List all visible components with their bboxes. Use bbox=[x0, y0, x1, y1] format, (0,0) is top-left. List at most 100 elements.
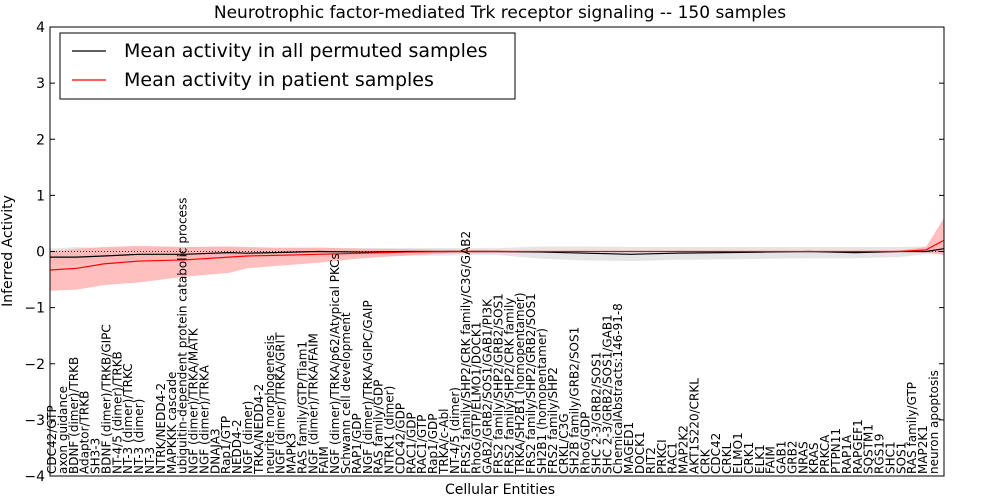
legend-box bbox=[59, 32, 516, 100]
entity-label: NGF (dimer) bbox=[241, 401, 255, 474]
entity-label: RhoG/GTP/ELMO1/DOCK1 bbox=[470, 322, 484, 474]
entity-label: ChemicalAbstracts:146-91-8 bbox=[611, 303, 625, 474]
legend-label-permuted: Mean activity in all permuted samples bbox=[124, 40, 487, 62]
y-tick-label: 2 bbox=[36, 132, 45, 148]
entity-label: NT-3 (dimer)/TRKC bbox=[121, 363, 135, 474]
entity-label: neurite morphogenesis bbox=[263, 335, 277, 474]
y-tick-label: 4 bbox=[36, 20, 45, 36]
entity-label: RhoG/GDP bbox=[579, 412, 593, 474]
entity-label: RAPGEF1 bbox=[851, 419, 865, 474]
entity-label: MAP2K2 bbox=[677, 425, 691, 474]
entity-label: RAC1/GTP bbox=[415, 415, 429, 474]
y-tick-label: 3 bbox=[36, 76, 45, 92]
entity-label: NT-3 bbox=[143, 447, 157, 474]
entity-label: GAB2/GRB2/SOS1/GAB1/PI3K bbox=[481, 298, 495, 474]
entity-label: PTPN11 bbox=[829, 428, 843, 474]
entity-label: FRS2 family/SHP2/CRK family bbox=[502, 298, 516, 474]
entity-label: axon guidance bbox=[56, 386, 70, 474]
entity-label: SH2B family/GRB2/SOS1 bbox=[568, 327, 582, 474]
x-axis-label: Cellular Entities bbox=[445, 482, 555, 498]
entity-label: PRKCI bbox=[655, 439, 669, 474]
entity-label: NGF (dimer)/TRKA/GRIT bbox=[274, 332, 288, 474]
y-axis: −4 −3 −2 −1 0 1 2 3 4 bbox=[24, 20, 944, 485]
entity-label: ubiquitin-dependent protein catabolic pr… bbox=[176, 198, 190, 474]
y-tick-label: 0 bbox=[36, 245, 45, 261]
entity-label: Schwann cell development bbox=[339, 312, 353, 474]
entity-label: ELMO1 bbox=[731, 432, 745, 474]
entity-label: CRK1 bbox=[742, 442, 756, 474]
entity-label: SH3-3 bbox=[89, 438, 103, 474]
entity-label: NT-4/5 (dimer)/TRKB bbox=[110, 351, 124, 474]
entity-label: SHC 2-3/GRB2/SOS1 bbox=[589, 352, 603, 474]
legend-label-patient: Mean activity in patient samples bbox=[124, 69, 434, 91]
entity-label: NGF (dimer)/TRKA/GIPC/GAIP bbox=[361, 300, 375, 474]
entity-label: CRKL/C3G bbox=[557, 413, 571, 474]
entity-label: ELK1 bbox=[753, 444, 767, 474]
entity-label: neuron apoptosis bbox=[927, 370, 941, 474]
entity-label: FRS2 family/SHP2/GRB2/SOS1 bbox=[524, 293, 538, 474]
chart-title: Neurotrophic factor-mediated Trk recepto… bbox=[214, 3, 786, 23]
entity-label: MAPK3 bbox=[285, 433, 299, 474]
entity-label: Rap1/GTP bbox=[219, 416, 233, 474]
y-axis-label: Inferred Activity bbox=[0, 195, 16, 307]
confidence-bands bbox=[50, 217, 944, 291]
entity-label: RIT2 bbox=[644, 447, 658, 474]
legend: Mean activity in all permuted samples Me… bbox=[59, 32, 516, 100]
series-lines bbox=[49, 239, 945, 271]
entity-label: SOS1 bbox=[894, 442, 908, 474]
entity-label: Rap1/GDP bbox=[426, 414, 440, 475]
entity-label: AKT1S220/CRKL bbox=[687, 378, 701, 474]
patient-line bbox=[49, 239, 945, 271]
entity-label: NT-3 (dimer) bbox=[132, 399, 146, 474]
entity-label: SHC1 bbox=[883, 441, 897, 474]
entity-label: TRKA/SH2B1 (homopentamer) bbox=[513, 292, 527, 475]
entity-label: RGS19 bbox=[873, 433, 887, 474]
entity-label: MAGED1 bbox=[622, 422, 636, 474]
entity-label: NGF (dimer)/TRKA/p62/Atypical PKCs bbox=[328, 253, 342, 474]
entity-label: CDC42/GDP bbox=[393, 403, 407, 474]
y-tick-label: −4 bbox=[24, 469, 45, 485]
entity-label: NGF (dimer)/TRKA/MATK bbox=[187, 327, 201, 474]
entity-label: NRAS bbox=[796, 441, 810, 474]
entity-label: NEDD4-2 bbox=[230, 419, 244, 474]
entity-label: NTRK1 (dimer) bbox=[383, 386, 397, 474]
entity-label: RAC1/GDP bbox=[404, 412, 418, 474]
entity-label: SH2B1 (homopentamer) bbox=[535, 328, 549, 474]
patient-band bbox=[50, 217, 944, 291]
entity-label: CRK bbox=[698, 448, 712, 474]
entity-label: MAPKKK cascade bbox=[165, 372, 179, 474]
entity-label: SQSTM1 bbox=[862, 424, 876, 474]
entity-label: PRKCA bbox=[818, 434, 832, 474]
entity-label: NTRK/NEDD4-2 bbox=[154, 383, 168, 474]
entity-label: FAIM bbox=[317, 446, 331, 474]
entity-label: TRKA/NEDD4-2 bbox=[252, 384, 266, 475]
y-tick-label: 1 bbox=[36, 188, 45, 204]
entity-label: BDNF (dimer)/TRKB/GIPC bbox=[99, 324, 113, 474]
entity-label: KRAS bbox=[807, 442, 821, 474]
entity-label: DOCK1 bbox=[633, 431, 647, 474]
entity-label: GRB2 bbox=[785, 440, 799, 474]
y-tick-label: −1 bbox=[24, 301, 45, 317]
entity-label: SHC 2-3/GRB2/SOS1/GAB1 bbox=[600, 314, 614, 474]
y-tick-label: −2 bbox=[24, 357, 45, 373]
entity-label: GAB1 bbox=[775, 441, 789, 474]
entity-label: MAP2K1 bbox=[916, 425, 930, 474]
entity-label: RAS family/GDP bbox=[372, 380, 386, 474]
entity-label: CRKL bbox=[720, 442, 734, 474]
entity-label: NGF (dimer)/TRKA/FAIM bbox=[306, 333, 320, 474]
entity-label: RAC1 bbox=[666, 442, 680, 474]
entity-label: NGF (dimer)/TRKA bbox=[197, 364, 211, 474]
entity-label: CDC42/GTP bbox=[45, 405, 59, 474]
entity-label: FRS2 family/SHP2/CRK family/C3G/GAB2 bbox=[459, 231, 473, 474]
entity-label: BDNF (dimer)/TRKB bbox=[67, 357, 81, 474]
entity-label: FAIM bbox=[764, 446, 778, 474]
entity-label: FRS2 family/SHP2/GRB2/SOS1 bbox=[491, 293, 505, 474]
entity-label: FRS2 family/SHP2 bbox=[546, 367, 560, 474]
entity-label: RAS family/GTP bbox=[905, 382, 919, 474]
entity-label: RAP1/GDP bbox=[350, 413, 364, 474]
entity-label: CDC42 bbox=[709, 433, 723, 474]
entity-label: RAP1A bbox=[840, 434, 854, 474]
entity-label: DNAJA3 bbox=[208, 428, 222, 474]
